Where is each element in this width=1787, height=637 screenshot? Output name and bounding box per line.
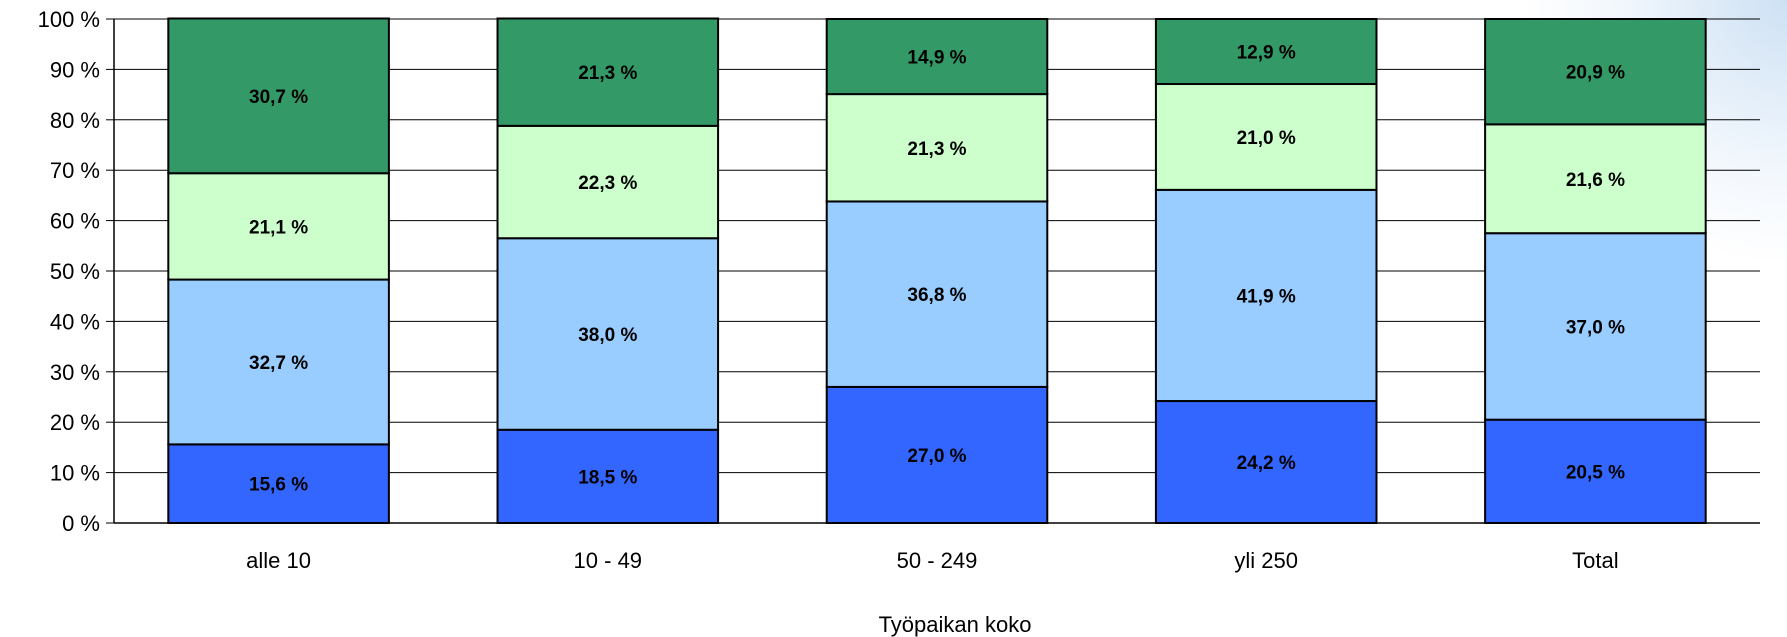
y-axis-ticks: 0 % 10 % 20 % 30 % 40 % 50 % 60 % 70 % 80 % 90 % 1… — [38, 7, 114, 536]
x-axis-title: Työpaikan koko — [879, 612, 1032, 637]
bar-segment — [1154, 83, 1378, 191]
data-label: 21,0 % — [1237, 128, 1296, 149]
data-label: 30,7 % — [249, 87, 308, 108]
y-tick-label: 50 % — [50, 259, 100, 284]
bar-segment — [496, 428, 720, 525]
data-label: 41,9 % — [1237, 286, 1296, 307]
data-label: 21,6 % — [1566, 170, 1625, 191]
bar-segment — [167, 172, 390, 281]
data-label: 20,5 % — [1566, 462, 1625, 483]
bar-segment — [825, 385, 1049, 525]
data-label: 21,3 % — [907, 139, 966, 160]
bar-segment — [167, 278, 390, 446]
data-label: 21,1 % — [249, 217, 308, 238]
data-label: 12,9 % — [1237, 43, 1296, 64]
data-label: 38,0 % — [578, 325, 637, 346]
bar-segment — [1484, 232, 1707, 421]
bars: 15,6 % 32,7 % 21,1 % 30,7 % 18,5 % 38,0 % 22,3… — [167, 17, 1707, 525]
y-tick-label: 60 % — [50, 209, 100, 234]
bar-segment — [167, 443, 390, 525]
y-tick-label: 90 % — [50, 57, 100, 82]
bar-segment — [1154, 18, 1378, 86]
bar-segment — [825, 18, 1049, 96]
bar-segment — [1484, 418, 1707, 524]
bar-segment — [496, 237, 720, 431]
bar-segment — [496, 124, 720, 240]
y-tick-label: 10 % — [50, 461, 100, 486]
x-category-label: 50 - 249 — [897, 548, 978, 573]
x-category-label: yli 250 — [1234, 548, 1298, 573]
data-label: 37,0 % — [1566, 317, 1625, 338]
y-tick-label: 80 % — [50, 108, 100, 133]
x-category-label: alle 10 — [246, 548, 311, 573]
y-tick-label: 0 % — [62, 511, 100, 536]
bar-segment — [1484, 18, 1707, 126]
x-category-label: Total — [1572, 548, 1618, 573]
data-label: 24,2 % — [1237, 453, 1296, 474]
data-label: 15,6 % — [249, 475, 308, 496]
y-tick-label: 40 % — [50, 309, 100, 334]
y-tick-label: 100 % — [38, 7, 100, 32]
y-tick-label: 30 % — [50, 360, 100, 385]
y-tick-label: 20 % — [50, 410, 100, 435]
data-label: 36,8 % — [907, 285, 966, 306]
data-label: 22,3 % — [578, 173, 637, 194]
x-axis-categories: alle 10 10 - 49 50 - 249 yli 250 Total — [246, 548, 1618, 573]
bar-segment — [1154, 400, 1378, 525]
data-label: 18,5 % — [578, 467, 637, 488]
y-tick-label: 70 % — [50, 158, 100, 183]
data-label: 27,0 % — [907, 446, 966, 467]
bar-segment — [1154, 188, 1378, 403]
x-category-label: 10 - 49 — [574, 548, 643, 573]
bar-segment — [825, 200, 1049, 388]
bar-segment — [167, 17, 390, 175]
data-label: 14,9 % — [907, 48, 966, 69]
bar-segment — [496, 17, 720, 127]
data-label: 20,9 % — [1566, 63, 1625, 84]
data-label: 21,3 % — [578, 63, 637, 84]
data-label: 32,7 % — [249, 353, 308, 374]
bar-segment — [825, 93, 1049, 203]
bar-segment — [1484, 123, 1707, 235]
